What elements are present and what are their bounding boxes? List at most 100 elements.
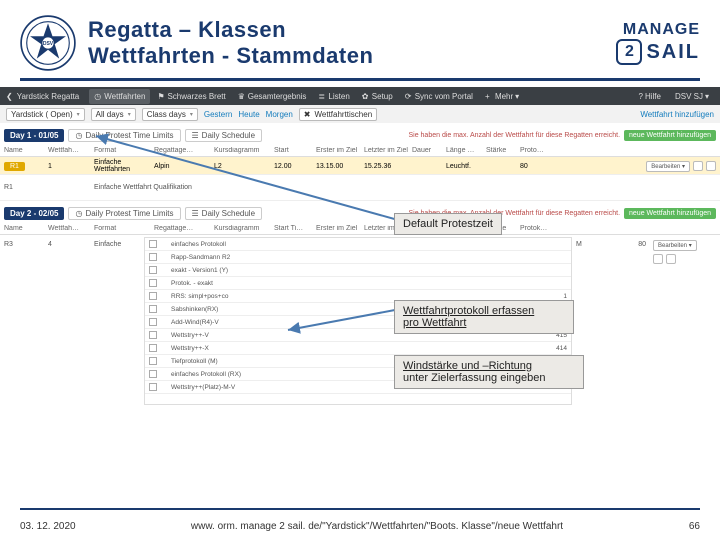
day1-bar: Day 1 - 01/05 ◷Daily Protest Time Limits…: [0, 126, 720, 144]
protocol-option[interactable]: Rapp-Sandmann R2: [145, 251, 571, 264]
checkbox-icon: [149, 331, 157, 339]
select-classdays[interactable]: Class days▾: [142, 108, 198, 121]
cell-laenge: Leuchtf.: [446, 163, 486, 170]
list-num-col: 4: [44, 237, 90, 405]
checkbox-icon: [149, 344, 157, 352]
trophy-icon: ♛: [238, 92, 246, 100]
chevron-left-icon: ❮: [6, 92, 13, 101]
clock-icon: ◷: [75, 131, 82, 140]
caret-down-icon: ▾: [190, 111, 193, 118]
pill-daily-schedule[interactable]: ☰Daily Schedule: [185, 129, 263, 142]
link-wettfahrt-hinzufuegen[interactable]: Wettfahrt hinzufügen: [640, 110, 714, 119]
footer-url: www. orm. manage 2 sail. de/"Yardstick"/…: [84, 521, 670, 532]
btn-open-icon[interactable]: [693, 161, 703, 171]
day1-warning: Sie haben die max. Anzahl der Wettfahrt …: [408, 132, 620, 139]
col-laenge: Länge …: [446, 147, 486, 154]
slide-footer: 03. 12. 2020 www. orm. manage 2 sail. de…: [20, 521, 700, 532]
tab-wettfahrten[interactable]: ◷Wettfahrten: [89, 89, 150, 104]
app-brand[interactable]: ❮ Yardstick Regatta: [6, 92, 79, 101]
nav-hilfe[interactable]: ? Hilfe: [634, 89, 666, 104]
col-proto: Proto…: [520, 147, 550, 154]
race-tag[interactable]: R1: [4, 162, 25, 171]
pill-protest-time-limits-d2[interactable]: ◷Daily Protest Time Limits: [68, 207, 180, 220]
btn-wettfahrttischen[interactable]: ✖ Wettfahrttischen: [299, 108, 377, 121]
list-icon: ≣: [318, 92, 326, 100]
caret-down-icon: ▾: [128, 111, 131, 118]
caret-down-icon: ▾: [705, 92, 709, 101]
nav-user[interactable]: DSV SJ ▾: [670, 89, 714, 104]
app-brand-label: Yardstick Regatta: [17, 92, 80, 101]
caret-down-icon: ▾: [77, 111, 80, 118]
brand-sail: SAIL: [646, 41, 700, 64]
link-morgen[interactable]: Morgen: [266, 110, 293, 119]
tab-gesamtergebnis[interactable]: ♛Gesamtergebnis: [233, 89, 312, 104]
day1-badge: Day 1 - 01/05: [4, 129, 64, 142]
grid-header-day1: Name Wettfah… Format Regattage… Kursdiag…: [0, 144, 720, 157]
protocol-option[interactable]: Wettstry++-X414: [145, 342, 571, 355]
list-right-actions: Bearbeiten ▾: [650, 237, 720, 405]
protocol-option[interactable]: exakt - Version1 (Y): [145, 264, 571, 277]
select-class[interactable]: Yardstick ( Open)▾: [6, 108, 85, 121]
checkbox-icon: [149, 292, 157, 300]
tab-sync[interactable]: ⟳Sync vom Portal: [400, 89, 478, 104]
col-name: Name: [4, 147, 48, 154]
checkbox-icon: [149, 253, 157, 261]
delete-icon: ✖: [304, 110, 311, 119]
col-erster: Erster im Ziel: [316, 147, 364, 154]
clock-icon: ◷: [75, 209, 82, 218]
plus-icon: +: [485, 92, 493, 100]
annotation-protestzeit: Default Protestzeit: [394, 213, 502, 235]
footer-date: 03. 12. 2020: [20, 521, 84, 532]
tab-listen[interactable]: ≣Listen: [313, 89, 354, 104]
race-row-r1b: R1 Einfache Wettfahrt Qualifikation: [0, 175, 720, 201]
cell-proto: 80: [520, 163, 550, 170]
col-wettfahrt: Wettfah…: [48, 147, 94, 154]
tab-setup[interactable]: ✿Setup: [357, 89, 398, 104]
clock-icon: ◷: [94, 92, 102, 100]
slide-title: Regatta – Klassen Wettfahrten - Stammdat…: [88, 17, 560, 69]
cell-course: Alpin: [154, 163, 214, 170]
nav-right: ? Hilfe DSV SJ ▾: [634, 89, 715, 104]
checkbox-icon: [149, 240, 157, 248]
day2-badge: Day 2 - 02/05: [4, 207, 64, 220]
checkbox-icon: [149, 357, 157, 365]
footer-divider: [20, 508, 700, 510]
checkbox-icon: [149, 305, 157, 313]
btn-action-icon[interactable]: [666, 254, 676, 264]
tab-mehr[interactable]: +Mehr ▾: [480, 89, 524, 104]
col-format: Format: [94, 147, 154, 154]
btn-neue-wettfahrt-day1[interactable]: neue Wettfahrt hinzufügen: [624, 130, 716, 141]
annotation-windstaerke: Windstärke und –Richtung unter Zielerfas…: [394, 355, 584, 389]
filter-bar: Yardstick ( Open)▾ All days▾ Class days▾…: [0, 105, 720, 123]
btn-bearbeiten[interactable]: Bearbeiten ▾: [646, 161, 690, 172]
checkbox-icon: [149, 370, 157, 378]
btn-neue-wettfahrt-day2[interactable]: neue Wettfahrt hinzufügen: [624, 208, 716, 219]
btn-open-icon[interactable]: [653, 254, 663, 264]
svg-text:DSV: DSV: [43, 41, 54, 47]
btn-action-icon[interactable]: [706, 161, 716, 171]
row-actions: Bearbeiten ▾: [646, 161, 716, 172]
checkbox-icon: [149, 279, 157, 287]
list-left: R3: [0, 237, 44, 405]
calendar-icon: ☰: [192, 209, 199, 218]
link-gestern[interactable]: Gestern: [204, 110, 232, 119]
col-letzter: Letzter im Ziel: [364, 147, 412, 154]
grid-header-day2: Name Wettfah… Format Regattage… Kursdiag…: [0, 222, 720, 235]
btn-bearbeiten-d2[interactable]: Bearbeiten ▾: [653, 240, 697, 251]
cell-kurs: L2: [214, 163, 274, 170]
tab-schwarzes-brett[interactable]: ⚑Schwarzes Brett: [152, 89, 230, 104]
protocol-option[interactable]: Protok. - exakt: [145, 277, 571, 290]
brand-manage: MANAGE: [560, 21, 700, 39]
cell-num: 1: [48, 163, 94, 170]
pill-daily-schedule-d2[interactable]: ☰Daily Schedule: [185, 207, 263, 220]
cell-format: Einfache Wettfahrt Qualifikation: [94, 184, 656, 191]
col-staerke: Stärke: [486, 147, 520, 154]
link-heute[interactable]: Heute: [238, 110, 259, 119]
select-days[interactable]: All days▾: [91, 108, 136, 121]
sync-icon: ⟳: [405, 92, 413, 100]
checkbox-icon: [149, 383, 157, 391]
pill-protest-time-limits[interactable]: ◷Daily Protest Time Limits: [68, 129, 180, 142]
calendar-icon: ☰: [192, 131, 199, 140]
caret-down-icon: ▾: [515, 92, 519, 101]
protocol-option[interactable]: einfaches Protokoll: [145, 238, 571, 251]
